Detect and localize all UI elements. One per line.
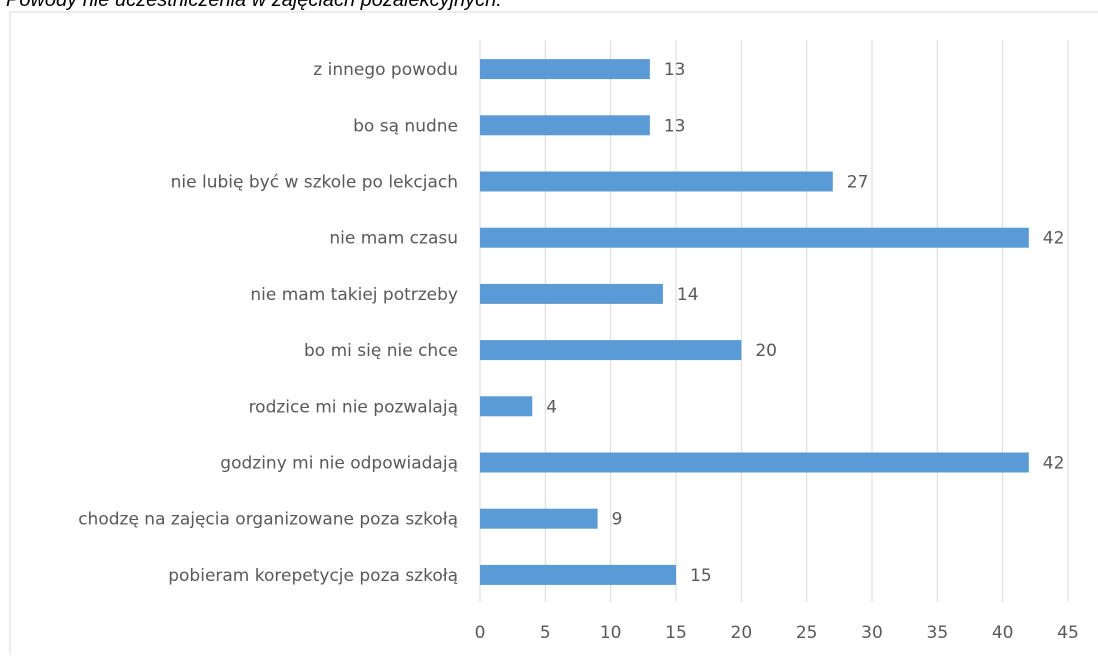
y-tick-label: z innego powodu <box>313 60 458 80</box>
x-tick-label: 5 <box>540 623 551 643</box>
bar <box>480 227 1029 248</box>
y-tick-label: nie lubię być w szkole po lekcjach <box>171 173 458 193</box>
value-label: 15 <box>690 566 712 586</box>
x-tick-label: 20 <box>731 623 753 643</box>
chart-border <box>9 11 1098 660</box>
value-label: 42 <box>1043 454 1065 474</box>
value-label: 9 <box>612 510 623 530</box>
value-label: 14 <box>677 285 699 305</box>
y-tick-label: bo mi się nie chce <box>304 341 458 361</box>
y-tick-label: nie mam czasu <box>329 229 458 249</box>
bar <box>480 508 598 529</box>
x-tick-label: 25 <box>796 623 818 643</box>
y-tick-label: chodzę na zajęcia organizowane poza szko… <box>78 510 458 530</box>
x-tick-label: 30 <box>861 623 883 643</box>
bar <box>480 115 650 136</box>
y-tick-label: rodzice mi nie pozwalają <box>249 397 458 417</box>
bar <box>480 171 833 192</box>
x-tick-label: 10 <box>600 623 622 643</box>
bar <box>480 396 533 417</box>
x-tick-label: 45 <box>1057 623 1079 643</box>
x-tick-label: 40 <box>992 623 1014 643</box>
bar <box>480 340 742 361</box>
value-label: 27 <box>847 173 869 193</box>
y-tick-label: pobieram korepetycje poza szkołą <box>168 566 458 586</box>
bar <box>480 564 676 585</box>
x-tick-label: 15 <box>665 623 687 643</box>
y-tick-label: godziny mi nie odpowiadają <box>220 454 458 474</box>
value-label: 42 <box>1043 229 1065 249</box>
value-label: 13 <box>664 116 686 136</box>
y-tick-label: bo są nudne <box>353 116 458 136</box>
y-tick-label: nie mam takiej potrzeby <box>250 285 458 305</box>
value-label: 4 <box>546 397 557 417</box>
chart-title: Powody nie uczestniczenia w zajęciach po… <box>6 0 502 11</box>
value-label: 13 <box>664 60 686 80</box>
bar <box>480 452 1029 473</box>
bar <box>480 59 650 80</box>
bar <box>480 283 663 304</box>
x-tick-label: 0 <box>475 623 486 643</box>
value-label: 20 <box>755 341 777 361</box>
x-tick-label: 35 <box>927 623 949 643</box>
